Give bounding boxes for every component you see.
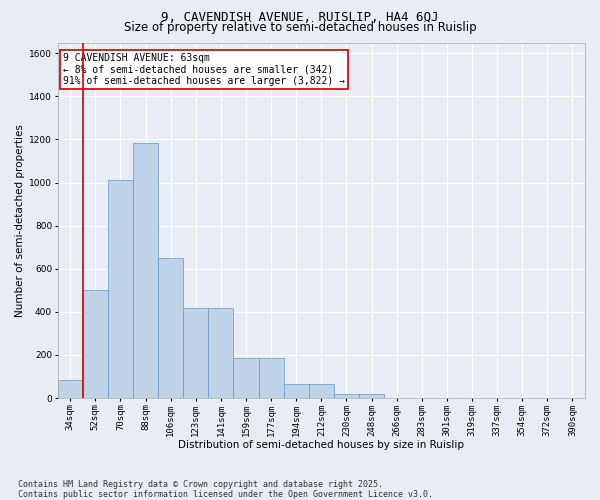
Bar xyxy=(208,308,233,398)
Bar xyxy=(108,180,133,398)
Bar xyxy=(158,258,183,398)
Bar xyxy=(259,358,284,398)
Bar xyxy=(359,394,384,398)
Bar xyxy=(183,308,208,398)
Bar xyxy=(284,384,309,398)
Bar xyxy=(233,358,259,398)
Text: Size of property relative to semi-detached houses in Ruislip: Size of property relative to semi-detach… xyxy=(124,21,476,34)
Text: Contains HM Land Registry data © Crown copyright and database right 2025.
Contai: Contains HM Land Registry data © Crown c… xyxy=(18,480,433,499)
Bar xyxy=(334,394,359,398)
X-axis label: Distribution of semi-detached houses by size in Ruislip: Distribution of semi-detached houses by … xyxy=(178,440,464,450)
Text: 9 CAVENDISH AVENUE: 63sqm
← 8% of semi-detached houses are smaller (342)
91% of : 9 CAVENDISH AVENUE: 63sqm ← 8% of semi-d… xyxy=(63,53,345,86)
Bar xyxy=(133,142,158,398)
Y-axis label: Number of semi-detached properties: Number of semi-detached properties xyxy=(15,124,25,316)
Bar xyxy=(58,380,83,398)
Bar xyxy=(309,384,334,398)
Bar xyxy=(83,290,108,398)
Text: 9, CAVENDISH AVENUE, RUISLIP, HA4 6QJ: 9, CAVENDISH AVENUE, RUISLIP, HA4 6QJ xyxy=(161,11,439,24)
